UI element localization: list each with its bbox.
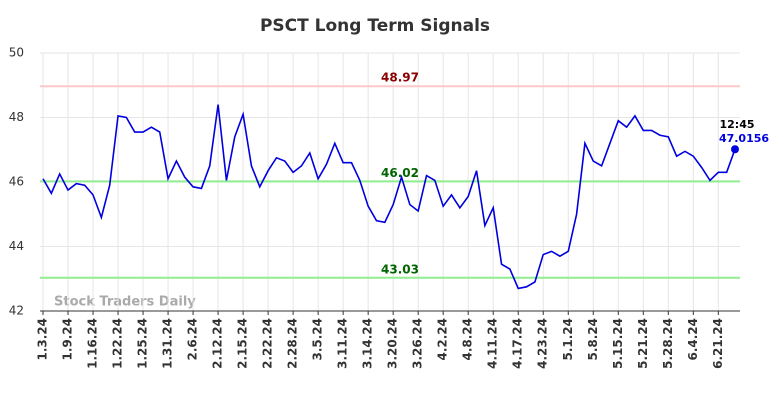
y-tick-label: 50 <box>9 46 24 60</box>
last-value: 47.0156 <box>719 132 769 145</box>
x-tick-label: 2.28.24 <box>286 318 300 369</box>
x-tick-label: 1.9.24 <box>61 318 75 361</box>
x-tick-label: 4.23.24 <box>536 318 550 369</box>
x-tick-label: 5.1.24 <box>561 318 575 361</box>
x-tick-label: 5.15.24 <box>611 318 625 369</box>
x-tick-label: 3.20.24 <box>386 318 400 369</box>
x-tick-label: 3.26.24 <box>411 318 425 369</box>
price-line <box>42 104 736 290</box>
x-tick-label: 5.21.24 <box>636 318 650 369</box>
reference-label: 46.02 <box>381 166 419 180</box>
x-tick-label: 4.11.24 <box>486 318 500 369</box>
x-tick-label: 1.3.24 <box>36 318 50 361</box>
x-tick-label: 1.25.24 <box>136 318 150 369</box>
reference-label: 48.97 <box>381 71 419 85</box>
y-tick-label: 44 <box>9 239 24 253</box>
x-tick-label: 1.16.24 <box>86 318 100 369</box>
x-tick-label: 3.14.24 <box>361 318 375 369</box>
x-tick-label: 2.6.24 <box>186 318 200 361</box>
watermark: Stock Traders Daily <box>54 295 196 310</box>
x-tick-label: 2.12.24 <box>211 318 225 369</box>
y-tick-label: 48 <box>9 110 24 124</box>
x-tick-label: 2.15.24 <box>236 318 250 369</box>
x-tick-label: 1.22.24 <box>111 318 125 369</box>
reference-label: 43.03 <box>381 262 419 276</box>
y-tick-label: 42 <box>9 304 24 318</box>
x-tick-label: 4.8.24 <box>461 318 475 361</box>
x-tick-label: 1.31.24 <box>161 318 175 369</box>
x-tick-label: 3.11.24 <box>336 318 350 369</box>
x-tick-label: 4.17.24 <box>511 318 525 369</box>
x-tick-label: 2.22.24 <box>261 318 275 369</box>
x-tick-label: 5.28.24 <box>661 318 675 369</box>
last-point <box>731 145 739 154</box>
x-tick-label: 5.8.24 <box>586 318 600 361</box>
x-tick-label: 6.21.24 <box>711 318 725 369</box>
chart-title: PSCT Long Term Signals <box>260 16 490 36</box>
last-time: 12:45 <box>719 118 754 131</box>
x-tick-label: 4.2.24 <box>436 318 450 361</box>
x-tick-label: 3.5.24 <box>311 318 325 361</box>
y-tick-label: 46 <box>9 175 24 189</box>
x-tick-label: 6.4.24 <box>686 318 700 361</box>
